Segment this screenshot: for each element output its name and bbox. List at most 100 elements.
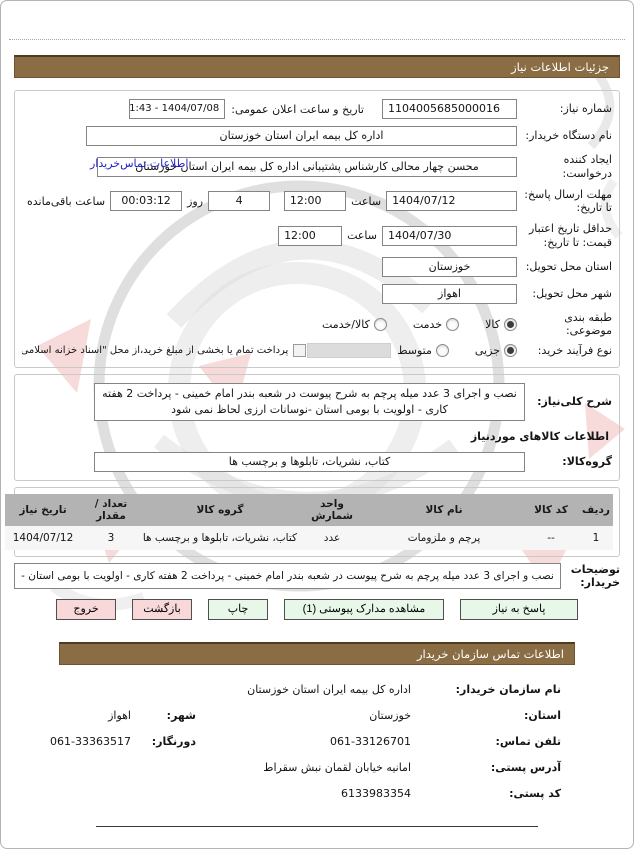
- contact-fax-value: 061-33363517: [50, 735, 131, 749]
- col-unit: واحد شمارش: [299, 493, 365, 526]
- contact-city-label: شهر:: [166, 709, 196, 723]
- contact-postal-row: کد پستی: 6133983354: [1, 787, 633, 800]
- buyer-remarks-label: توضیحات خریدار:: [570, 562, 620, 590]
- goods-group-label: گروه‌کالا:: [562, 455, 612, 469]
- action-buttons: پاسخ به نیاز مشاهده مدارک پیوستی (1) چاپ…: [41, 599, 593, 621]
- delivery-city-label: شهر محل تحویل:: [532, 286, 612, 300]
- contact-province-value: خوزستان: [369, 709, 411, 723]
- contact-phone-label: تلفن تماس:: [495, 735, 561, 749]
- need-description-panel: شرح کلی‌نیاز: نصب و اجرای 3 عدد میله پرچ…: [14, 374, 620, 481]
- price-validity-label: حداقل تاریخ اعتبار قیمت: تا تاریخ:: [528, 222, 612, 249]
- request-creator-row: ایجاد کننده درخواست: محسن چهار محالی کار…: [22, 153, 612, 181]
- radio-service-icon: [446, 317, 460, 331]
- remaining-hours-label: ساعت باقی‌مانده: [27, 194, 106, 208]
- need-description-row: شرح کلی‌نیاز: نصب و اجرای 3 عدد میله پرچ…: [22, 383, 612, 421]
- request-creator-input[interactable]: محسن چهار محالی کارشناس پشتیبانی اداره ک…: [97, 156, 517, 177]
- classification-label: طبقه بندی موضوعی:: [564, 310, 612, 338]
- contact-province-city-row: استان: خوزستان شهر: اهواز: [1, 709, 633, 722]
- goods-table-panel: ردیف کد کالا نام کالا واحد شمارش گروه کا…: [5, 486, 620, 557]
- delivery-city-row: شهر محل تحویل: اهواز: [22, 283, 612, 304]
- goods-group-input[interactable]: کتاب، نشریات، تابلوها و برچسب ها: [94, 451, 525, 472]
- buyer-org-row: نام دستگاه خریدار: اداره کل بیمه ایران ا…: [22, 126, 612, 146]
- contact-org-value: اداره کل بیمه ایران استان خوزستان: [247, 683, 411, 697]
- need-number-label: شماره نیاز:: [559, 102, 612, 116]
- col-quantity: تعداد / مقدار: [81, 493, 141, 526]
- radio-partial-icon: [504, 344, 517, 357]
- contact-fax-label: دورنگار:: [151, 735, 196, 749]
- table-row[interactable]: 1 -- پرچم و ملزومات عدد کتاب، نشریات، تا…: [5, 525, 613, 550]
- details-section-header: جزئیات اطلاعات نیاز: [14, 55, 620, 78]
- request-creator-label: ایجاد کننده درخواست:: [562, 153, 612, 180]
- cell-quantity: 3: [81, 525, 141, 550]
- details-fields-panel: شماره نیاز: 1104005685000016 تاریخ و ساع…: [14, 90, 620, 368]
- col-item-name: نام کالا: [365, 493, 523, 526]
- view-attachments-button[interactable]: مشاهده مدارک پیوستی (1): [284, 599, 444, 621]
- need-description-label: شرح کلی‌نیاز:: [537, 395, 612, 409]
- deadline-time-input[interactable]: 12:00: [283, 191, 347, 212]
- cell-row-index: 1: [579, 525, 613, 550]
- validity-time-input[interactable]: 12:00: [278, 225, 343, 246]
- buyer-org-input[interactable]: اداره کل بیمه ایران استان خوزستان: [86, 126, 517, 146]
- goods-table-header-row: ردیف کد کالا نام کالا واحد شمارش گروه کا…: [5, 493, 613, 526]
- delivery-province-row: استان محل تحویل: خوزستان: [22, 256, 612, 277]
- radio-goods-service[interactable]: کالا/خدمت: [322, 317, 387, 331]
- classification-row: طبقه بندی موضوعی: کالا خدمت کالا/خدمت: [22, 311, 612, 339]
- delivery-province-label: استان محل تحویل:: [525, 259, 612, 273]
- contact-org-row: نام سازمان خریدار: اداره کل بیمه ایران ا…: [1, 683, 633, 696]
- contact-address-row: آدرس پستی: امانیه خیابان لقمان نبش سقراط: [1, 761, 633, 774]
- treasury-checkbox[interactable]: [293, 344, 307, 357]
- validity-date-input[interactable]: 1404/07/30: [382, 225, 517, 246]
- days-label: روز: [187, 194, 204, 208]
- contact-postal-value: 6133983354: [341, 787, 411, 801]
- cell-need-date: 1404/07/12: [5, 525, 81, 550]
- treasury-note: پرداخت تمام یا بخشی از مبلغ خرید،از محل …: [22, 345, 289, 356]
- contact-province-label: استان:: [524, 709, 561, 723]
- response-deadline-label: مهلت ارسال پاسخ: تا تاریخ:: [524, 187, 612, 215]
- buyer-contact-link[interactable]: اطلاعات تماس‌خریدار: [90, 157, 189, 170]
- delivery-province-input[interactable]: خوزستان: [382, 256, 517, 277]
- goods-table: ردیف کد کالا نام کالا واحد شمارش گروه کا…: [5, 493, 613, 550]
- section-divider: [96, 826, 538, 828]
- cell-unit: عدد: [299, 525, 365, 550]
- contact-phone-value: 061-33126701: [330, 735, 411, 749]
- need-number-input[interactable]: 1104005685000016: [382, 99, 517, 119]
- deadline-date-input[interactable]: 1404/07/12: [386, 191, 517, 212]
- treasury-strip: [307, 343, 392, 358]
- contact-postal-label: کد پستی:: [509, 787, 561, 801]
- back-button[interactable]: بازگشت: [132, 599, 192, 621]
- respond-button[interactable]: پاسخ به نیاز: [460, 599, 578, 621]
- cell-item-code: --: [523, 525, 579, 550]
- remaining-days-input[interactable]: 4: [208, 191, 271, 212]
- radio-goods-icon: [504, 317, 517, 331]
- goods-info-title: اطلاعات کالاهای موردنیاز: [470, 429, 609, 443]
- delivery-city-input[interactable]: اهواز: [382, 283, 517, 304]
- price-validity-row: حداقل تاریخ اعتبار قیمت: تا تاریخ: 1404/…: [22, 222, 612, 250]
- contact-org-label: نام سازمان خریدار:: [455, 683, 561, 697]
- buyer-remarks-input[interactable]: نصب و اجرای 3 عدد میله پرچم به شرح پیوست…: [14, 563, 561, 590]
- announce-datetime-label: تاریخ و ساعت اعلان عمومی:: [231, 102, 364, 116]
- col-row-index: ردیف: [579, 493, 613, 526]
- contact-section: نام سازمان خریدار: اداره کل بیمه ایران ا…: [1, 683, 633, 800]
- need-description-textarea[interactable]: نصب و اجرای 3 عدد میله پرچم به شرح پیوست…: [94, 383, 525, 421]
- radio-medium[interactable]: متوسط: [397, 344, 449, 357]
- print-button[interactable]: چاپ: [208, 599, 268, 621]
- countdown-input[interactable]: 00:03:12: [110, 191, 183, 212]
- announce-datetime-input[interactable]: 1404/07/08 - 11:43: [129, 99, 226, 119]
- cell-group: کتاب، نشریات، تابلوها و برچسب ها: [141, 525, 299, 550]
- process-type-row: نوع فرآیند خرید: جزیی متوسط پرداخت تمام …: [22, 343, 612, 358]
- radio-goods-service-icon: [373, 317, 387, 331]
- process-type-label: نوع فرآیند خرید:: [537, 343, 612, 357]
- contact-section-header: اطلاعات تماس سازمان خریدار: [59, 642, 575, 666]
- exit-button[interactable]: خروج: [56, 599, 116, 621]
- contact-phone-fax-row: تلفن تماس: 061-33126701 دورنگار: 061-333…: [1, 735, 633, 748]
- response-deadline-row: مهلت ارسال پاسخ: تا تاریخ: 1404/07/12 سا…: [22, 188, 612, 216]
- col-item-code: کد کالا: [523, 493, 579, 526]
- contact-address-value: امانیه خیابان لقمان نبش سقراط: [263, 761, 411, 775]
- radio-medium-icon: [435, 344, 449, 357]
- radio-partial[interactable]: جزیی: [475, 344, 517, 357]
- col-group: گروه کالا: [141, 493, 299, 526]
- radio-service[interactable]: خدمت: [413, 317, 460, 331]
- buyer-org-label: نام دستگاه خریدار:: [525, 129, 612, 143]
- need-number-row: شماره نیاز: 1104005685000016 تاریخ و ساع…: [22, 99, 612, 119]
- radio-goods[interactable]: کالا: [485, 317, 517, 331]
